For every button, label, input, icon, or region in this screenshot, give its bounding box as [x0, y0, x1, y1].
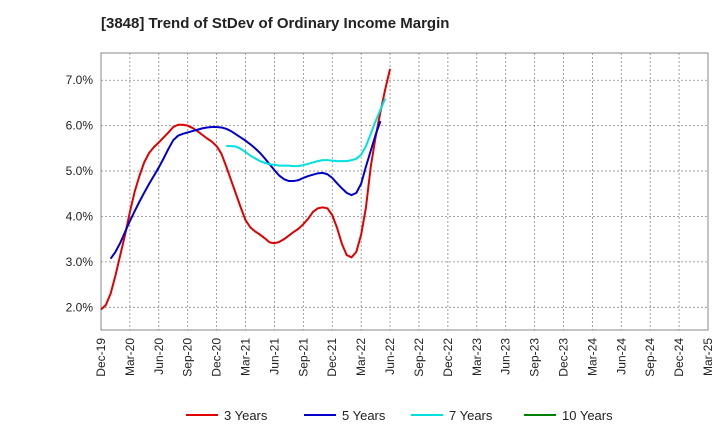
x-tick-label: Sep-24 [643, 338, 657, 377]
x-tick-label: Dec-23 [556, 338, 570, 377]
x-tick-label: Dec-21 [325, 338, 339, 377]
x-tick-label: Sep-20 [181, 338, 195, 377]
y-tick-label: 5.0% [66, 164, 94, 178]
y-tick-label: 4.0% [66, 209, 94, 223]
y-tick-label: 3.0% [66, 255, 94, 269]
x-tick-label: Jun-22 [383, 338, 397, 375]
series-layer [100, 68, 392, 311]
grid-layer [100, 52, 709, 331]
series-line-5-years [109, 120, 382, 260]
x-tick-label: Jun-24 [614, 338, 628, 375]
series-line-7-years [226, 98, 387, 168]
x-tick-label: Mar-25 [701, 338, 715, 376]
x-tick-label: Dec-24 [672, 338, 686, 377]
x-tick-label: Dec-22 [441, 338, 455, 377]
x-tick-label: Sep-23 [528, 338, 542, 377]
x-tick-label: Mar-21 [239, 338, 253, 376]
x-tick-label: Dec-20 [210, 338, 224, 377]
x-tick-label: Mar-23 [470, 338, 484, 376]
y-tick-label: 6.0% [66, 119, 94, 133]
chart-title: [3848] Trend of StDev of Ordinary Income… [101, 15, 450, 32]
y-tick-label: 2.0% [66, 300, 94, 314]
x-tick-label: Dec-19 [94, 338, 108, 377]
legend-label: 10 Years [562, 408, 613, 423]
series-line-3-years [100, 68, 392, 311]
axis-layer: Dec-19 Mar-20 Jun-20 Sep-20 Dec-20 Mar-21 Jun-… [66, 73, 715, 376]
x-tick-label: Sep-22 [412, 338, 426, 377]
x-tick-label: Mar-24 [585, 338, 599, 376]
legend-layer: 3 Years 5 Years 7 Years 10 Years [186, 408, 613, 423]
y-tick-label: 7.0% [66, 73, 94, 87]
x-tick-label: Mar-22 [354, 338, 368, 376]
x-tick-label: Jun-23 [499, 338, 513, 375]
x-tick-label: Jun-21 [267, 338, 281, 375]
legend-label: 7 Years [449, 408, 493, 423]
x-tick-label: Jun-20 [152, 338, 166, 375]
x-tick-label: Sep-21 [296, 338, 310, 377]
x-tick-label: Mar-20 [123, 338, 137, 376]
legend-label: 5 Years [342, 408, 386, 423]
plot-area [100, 52, 709, 331]
legend-label: 3 Years [224, 408, 268, 423]
